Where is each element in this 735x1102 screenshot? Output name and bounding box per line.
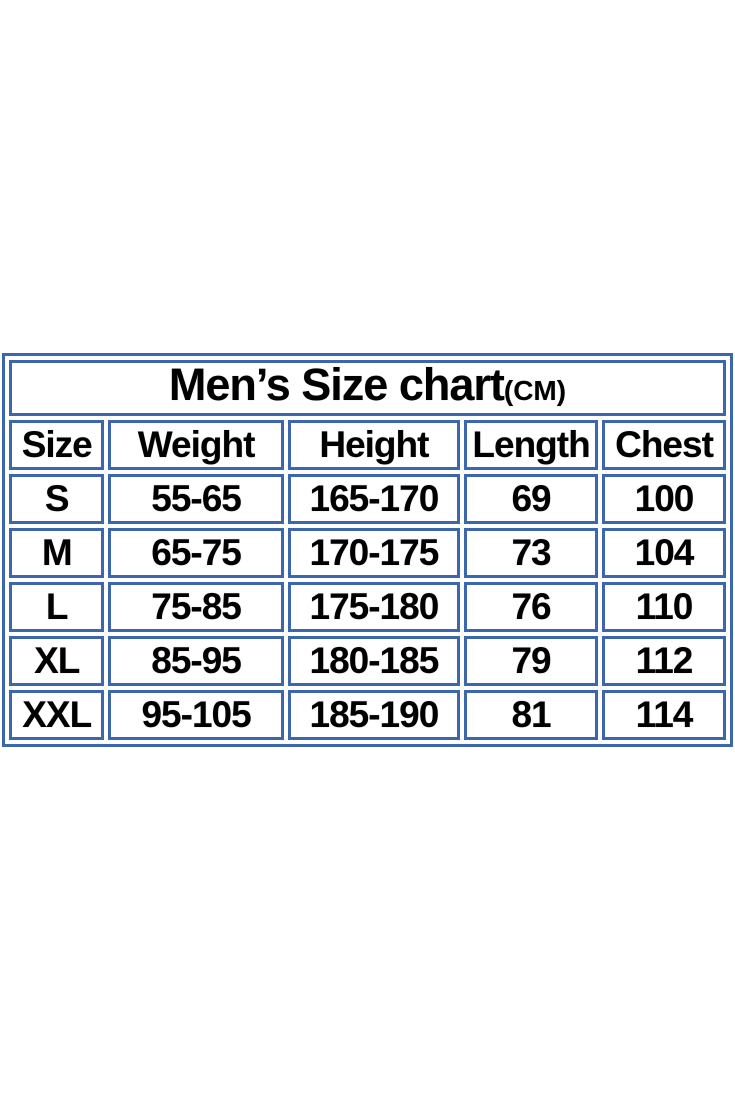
cell-size: XXL bbox=[9, 690, 105, 740]
cell-chest: 110 bbox=[602, 582, 726, 632]
cell-chest: 112 bbox=[602, 636, 726, 686]
chart-title-unit: (CM) bbox=[503, 375, 567, 406]
cell-height: 180-185 bbox=[287, 636, 461, 686]
table-row-xxl: XXL 95-105 185-190 81 114 bbox=[9, 690, 726, 740]
cell-weight: 65-75 bbox=[108, 528, 284, 578]
cell-size: M bbox=[9, 528, 105, 578]
cell-height: 185-190 bbox=[287, 690, 461, 740]
cell-length: 76 bbox=[464, 582, 599, 632]
cell-size: L bbox=[9, 582, 105, 632]
cell-weight: 85-95 bbox=[108, 636, 284, 686]
cell-chest: 100 bbox=[602, 474, 726, 524]
column-header-size: Size bbox=[9, 420, 105, 470]
cell-length: 79 bbox=[464, 636, 599, 686]
column-header-weight: Weight bbox=[108, 420, 284, 470]
table-row-m: M 65-75 170-175 73 104 bbox=[9, 528, 726, 578]
cell-chest: 104 bbox=[602, 528, 726, 578]
cell-weight: 55-65 bbox=[108, 474, 284, 524]
table-row-s: S 55-65 165-170 69 100 bbox=[9, 474, 726, 524]
cell-height: 170-175 bbox=[287, 528, 461, 578]
cell-weight: 95-105 bbox=[108, 690, 284, 740]
title-row: Men’s Size chart(CM) bbox=[9, 360, 726, 416]
cell-height: 175-180 bbox=[287, 582, 461, 632]
chart-title: Men’s Size chart(CM) bbox=[9, 360, 726, 416]
table-row-l: L 75-85 175-180 76 110 bbox=[9, 582, 726, 632]
cell-size: XL bbox=[9, 636, 105, 686]
cell-weight: 75-85 bbox=[108, 582, 284, 632]
column-header-length: Length bbox=[464, 420, 599, 470]
cell-height: 165-170 bbox=[287, 474, 461, 524]
cell-chest: 114 bbox=[602, 690, 726, 740]
column-header-chest: Chest bbox=[602, 420, 726, 470]
cell-size: S bbox=[9, 474, 105, 524]
table-row-xl: XL 85-95 180-185 79 112 bbox=[9, 636, 726, 686]
cell-length: 73 bbox=[464, 528, 599, 578]
cell-length: 69 bbox=[464, 474, 599, 524]
cell-length: 81 bbox=[464, 690, 599, 740]
mens-size-chart-table: Men’s Size chart(CM) Size Weight Height … bbox=[2, 353, 733, 747]
column-header-height: Height bbox=[287, 420, 461, 470]
header-row: Size Weight Height Length Chest bbox=[9, 420, 726, 470]
chart-title-text: Men’s Size chart bbox=[168, 360, 505, 410]
